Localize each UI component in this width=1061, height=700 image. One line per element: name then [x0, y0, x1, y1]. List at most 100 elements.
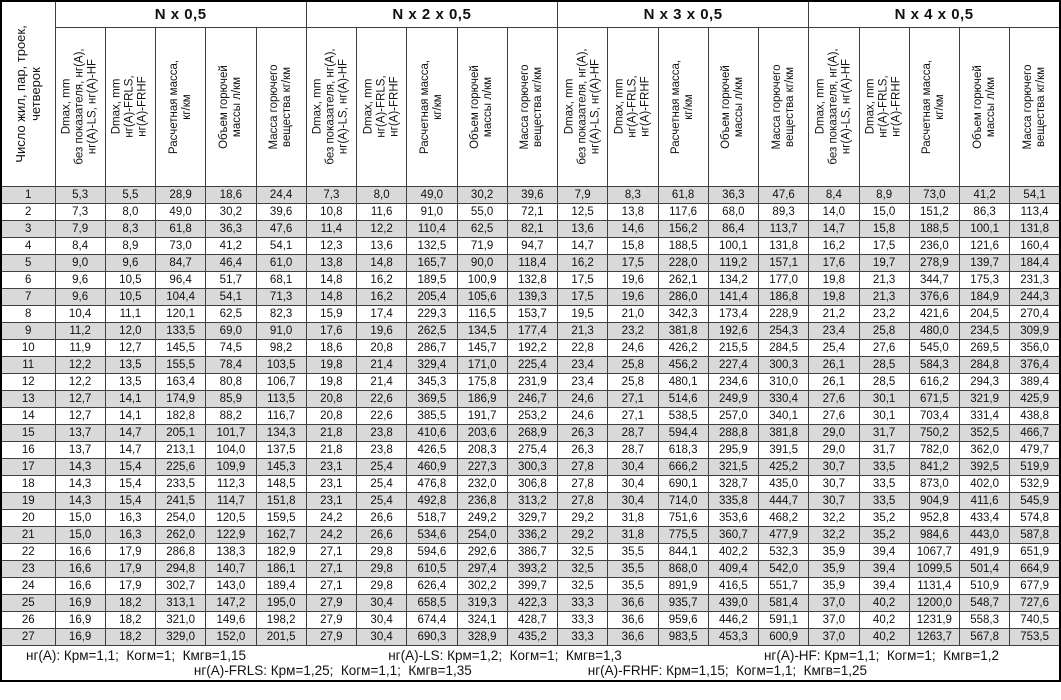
column-header-g1-c3: Расчетная масса, кг/км — [154, 26, 207, 187]
group-title-nx4x05: N x 4 x 0,5 — [808, 0, 1061, 28]
column-header-wrap: Dmax, mm без показателя, нг(А), нг(А)-LS… — [809, 28, 858, 186]
data-cell: 35,2 — [858, 509, 910, 527]
data-cell: 55,0 — [456, 203, 508, 221]
data-cell: 236,8 — [456, 492, 508, 510]
data-cell: 23,2 — [858, 305, 910, 323]
data-cell: 21,3 — [556, 322, 609, 340]
data-cell: 402,0 — [958, 475, 1011, 493]
column-header-label: Объем горючей массы л/км — [971, 64, 997, 149]
row-number: 20 — [0, 509, 56, 527]
column-header-g1-c4: Объем горючей массы л/км — [205, 26, 257, 187]
column-header-g2-c3: Расчетная масса, кг/км — [406, 26, 458, 187]
data-cell: 39,4 — [858, 560, 910, 578]
data-cell: 402,2 — [707, 543, 760, 561]
row-number: 23 — [0, 560, 56, 578]
data-cell: 86,4 — [707, 220, 760, 238]
column-header-wrap: Масса горючего вещества кг/км — [257, 28, 306, 186]
data-cell: 118,4 — [506, 254, 559, 272]
column-header-wrap: Масса горючего вещества кг/км — [508, 28, 557, 186]
data-cell: 297,4 — [456, 560, 508, 578]
row-number: 27 — [0, 628, 56, 646]
data-cell: 227,3 — [456, 458, 508, 476]
data-cell: 1200,0 — [908, 594, 961, 612]
data-cell: 714,0 — [657, 492, 709, 510]
data-cell: 740,5 — [1009, 611, 1061, 629]
data-cell: 27,1 — [305, 577, 358, 595]
data-cell: 532,3 — [757, 543, 810, 561]
data-cell: 12,2 — [355, 220, 408, 238]
data-cell: 30,4 — [607, 475, 659, 493]
data-cell: 286,0 — [657, 288, 709, 306]
data-cell: 269,5 — [958, 339, 1011, 357]
data-cell: 113,7 — [757, 220, 810, 238]
data-cell: 278,9 — [908, 254, 961, 272]
data-cell: 22,8 — [556, 339, 609, 357]
data-cell: 25,8 — [858, 322, 910, 340]
data-cell: 24,2 — [305, 526, 358, 544]
footnote-row: нг(А): Крм=1,1; Когм=1; Кмгв=1,15 нг(А)-… — [0, 645, 1061, 682]
footnote-ng-a-hf: нг(А)-HF: Крм=1,1; Когм=1; Кмгв=1,2 — [763, 648, 999, 663]
data-cell: 141,4 — [707, 288, 760, 306]
data-cell: 703,4 — [908, 407, 961, 425]
data-cell: 12,7 — [54, 390, 106, 408]
data-cell: 13,6 — [355, 237, 408, 255]
data-cell: 12,7 — [54, 407, 106, 425]
data-cell: 295,9 — [707, 441, 760, 459]
data-cell: 7,9 — [54, 220, 106, 238]
data-cell: 233,5 — [154, 475, 207, 493]
column-header-label: Dmax, mm без показателя, нг(А), нг(А)-LS… — [563, 48, 602, 165]
data-cell: 935,7 — [657, 594, 709, 612]
data-cell: 262,5 — [406, 322, 458, 340]
data-cell: 14,8 — [355, 254, 408, 272]
data-cell: 54,1 — [255, 237, 307, 255]
data-cell: 751,6 — [657, 509, 709, 527]
data-cell: 27,6 — [808, 407, 860, 425]
data-cell: 501,4 — [958, 560, 1011, 578]
row-number: 10 — [0, 339, 56, 357]
data-cell: 428,7 — [506, 611, 559, 629]
data-cell: 18,2 — [104, 611, 157, 629]
data-cell: 104,0 — [205, 441, 257, 459]
data-cell: 31,8 — [607, 526, 659, 544]
data-cell: 381,8 — [657, 322, 709, 340]
data-cell: 11,1 — [104, 305, 157, 323]
data-cell: 514,6 — [657, 390, 709, 408]
data-cell: 69,0 — [205, 322, 257, 340]
data-cell: 666,2 — [657, 458, 709, 476]
table-footer: нг(А): Крм=1,1; Когм=1; Кмгв=1,15 нг(А)-… — [0, 645, 1061, 682]
data-cell: 20,8 — [305, 407, 358, 425]
data-cell: 492,8 — [406, 492, 458, 510]
data-cell: 30,2 — [456, 186, 508, 204]
data-cell: 121,6 — [958, 237, 1011, 255]
data-cell: 438,8 — [1009, 407, 1061, 425]
data-cell: 7,3 — [54, 203, 106, 221]
data-cell: 399,7 — [506, 577, 559, 595]
data-cell: 36,3 — [205, 220, 257, 238]
data-cell: 519,9 — [1009, 458, 1061, 476]
data-cell: 120,5 — [205, 509, 257, 527]
data-cell: 35,9 — [808, 543, 860, 561]
data-cell: 664,9 — [1009, 560, 1061, 578]
data-cell: 616,2 — [908, 373, 961, 391]
data-cell: 27,8 — [556, 458, 609, 476]
row-number: 15 — [0, 424, 56, 442]
data-cell: 302,2 — [456, 577, 508, 595]
data-cell: 17,9 — [104, 560, 157, 578]
data-cell: 80,8 — [205, 373, 257, 391]
group-title-nx2x05: N x 2 x 0,5 — [305, 0, 559, 28]
data-cell: 16,6 — [54, 577, 106, 595]
data-cell: 14,8 — [305, 271, 358, 289]
data-cell: 15,4 — [104, 492, 157, 510]
data-cell: 411,6 — [958, 492, 1011, 510]
data-cell: 426,5 — [406, 441, 458, 459]
data-cell: 17,5 — [556, 288, 609, 306]
column-header-wrap: Расчетная масса, кг/км — [910, 28, 959, 186]
data-cell: 369,5 — [406, 390, 458, 408]
column-header-wrap: Dmax, mm без показателя, нг(А), нг(А)-LS… — [56, 28, 105, 186]
data-cell: 244,3 — [1009, 288, 1061, 306]
data-cell: 551,7 — [757, 577, 810, 595]
data-cell: 26,1 — [808, 373, 860, 391]
group-title-nx05: N x 0,5 — [54, 0, 307, 28]
column-header-label: Масса горючего вещества кг/км — [1021, 64, 1047, 150]
table-row-9: 9 11,2 12,0 133,5 69,0 91,0 17,6 19,6 262,5 134,5… — [0, 322, 1061, 340]
